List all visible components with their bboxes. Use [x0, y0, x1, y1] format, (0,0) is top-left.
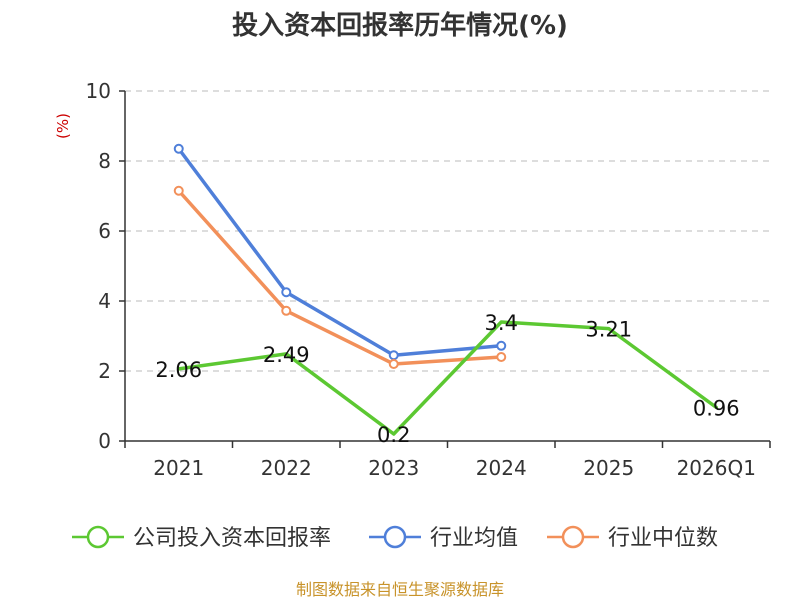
data-labels: 2.06 2.49 0.2 3.4 3.21 0.96 — [155, 311, 739, 447]
data-label: 3.4 — [485, 311, 518, 335]
legend: 公司投入资本回报率 行业均值 行业中位数 — [72, 525, 718, 551]
x-tick-label: 2023 — [368, 456, 419, 480]
grid-lines — [125, 90, 770, 372]
y-tick-label: 8 — [98, 149, 111, 173]
chart-title: 投入资本回报率历年情况(%) — [232, 10, 568, 41]
x-axis-ticks: 2021 2022 2023 2024 2025 2026Q1 — [124, 441, 771, 480]
series-point — [388, 350, 399, 361]
data-label: 0.96 — [693, 396, 740, 420]
source-note: 制图数据来自恒生聚源数据库 — [296, 580, 504, 599]
series-point — [173, 143, 184, 154]
series-point — [281, 287, 292, 298]
data-label: 0.2 — [377, 423, 410, 447]
y-axis-ticks: 0 2 4 6 8 10 — [86, 79, 125, 453]
series-point — [281, 305, 292, 316]
y-tick-label: 0 — [98, 429, 111, 453]
x-tick-label: 2025 — [583, 456, 634, 480]
data-label: 3.21 — [585, 318, 632, 342]
y-tick-label: 10 — [86, 79, 111, 103]
series-point — [496, 340, 507, 351]
series-group — [173, 143, 718, 436]
x-tick-label: 2022 — [261, 456, 312, 480]
data-label: 2.49 — [263, 343, 310, 367]
axes — [124, 91, 770, 442]
legend-label: 行业中位数 — [608, 526, 718, 551]
y-tick-label: 4 — [98, 289, 111, 313]
y-axis-unit-label: (%) — [54, 113, 72, 139]
x-tick-label: 2026Q1 — [677, 456, 756, 480]
y-tick-label: 6 — [98, 219, 111, 243]
legend-marker — [383, 525, 407, 549]
legend-label: 行业均值 — [430, 526, 518, 551]
legend-marker — [86, 525, 110, 549]
x-tick-label: 2024 — [476, 456, 527, 480]
series-point — [496, 352, 507, 362]
series-line — [177, 320, 718, 436]
series-line — [177, 189, 503, 366]
x-tick-label: 2021 — [153, 456, 204, 480]
series-line — [177, 147, 503, 357]
series-point — [173, 185, 184, 196]
data-label: 2.06 — [155, 358, 202, 382]
series-point — [388, 359, 399, 369]
legend-marker — [561, 525, 585, 549]
legend-label: 公司投入资本回报率 — [133, 526, 331, 551]
y-tick-label: 2 — [98, 359, 111, 383]
